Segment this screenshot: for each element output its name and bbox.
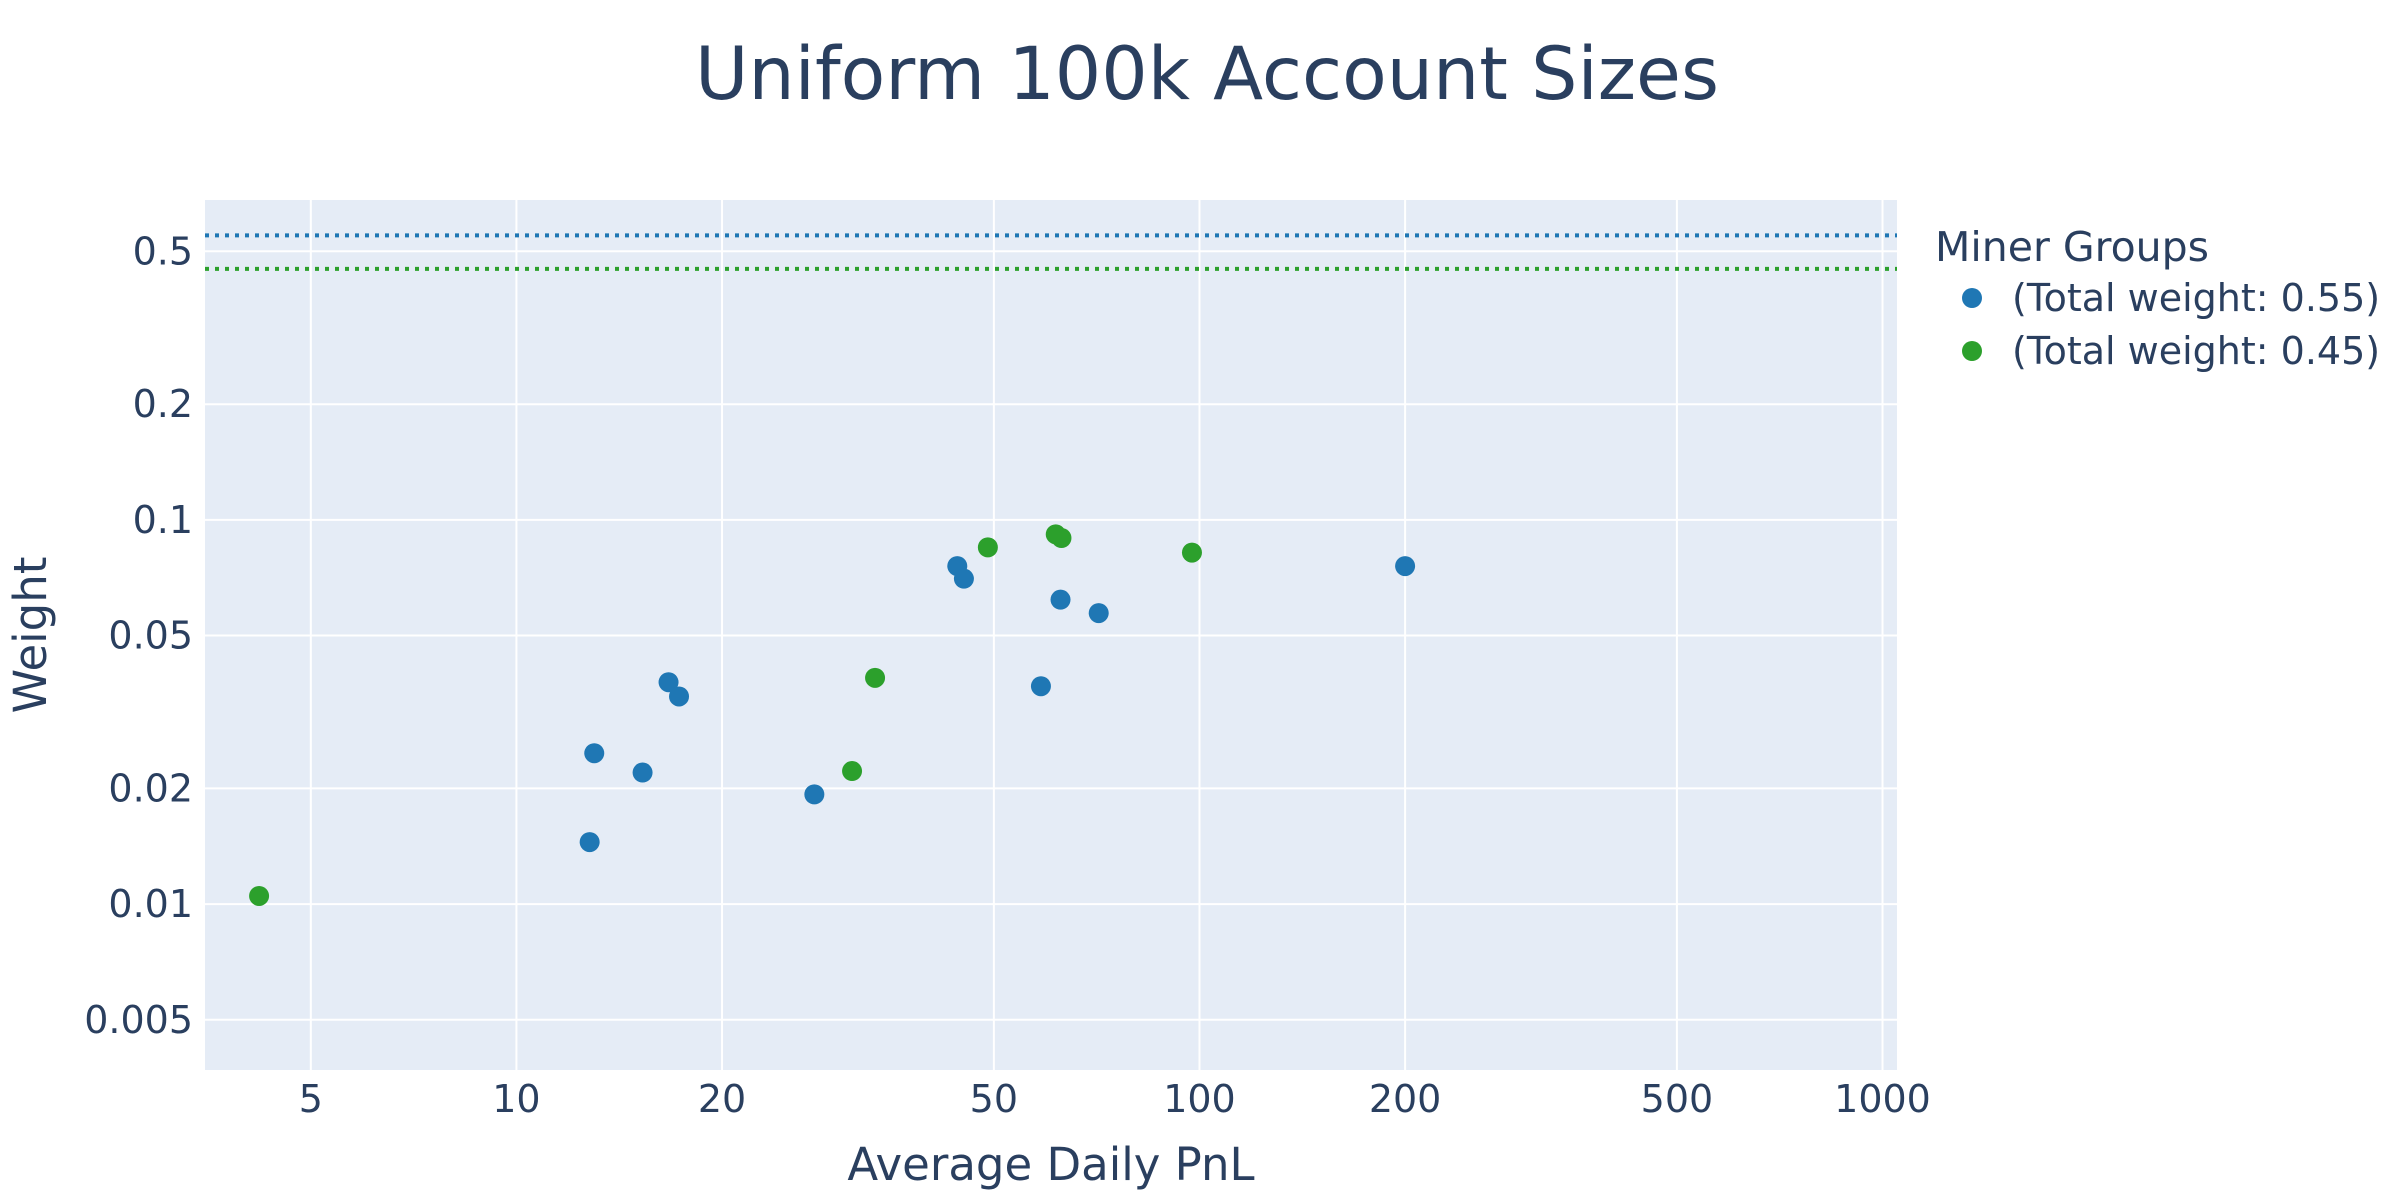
x-tick-label: 5 [299, 1077, 323, 1121]
y-tick-label: 0.01 [108, 882, 193, 926]
y-tick-label: 0.05 [108, 614, 193, 658]
scatter-point [579, 832, 600, 853]
legend-marker [1962, 288, 1982, 308]
scatter-point [584, 743, 605, 764]
legend-items: (Total weight: 0.55) (Total weight: 0.45) [1962, 276, 2380, 373]
y-tick-label: 0.5 [133, 229, 193, 273]
scatter-point [953, 568, 974, 589]
x-axis-title: Average Daily PnL [847, 1138, 1254, 1191]
y-tick-label: 0.1 [133, 498, 193, 542]
data-points [249, 524, 1416, 906]
legend-title: Miner Groups [1935, 223, 2209, 271]
grid-lines [205, 200, 1897, 1070]
legend-label: (Total weight: 0.55) [2012, 276, 2380, 320]
reference-lines [205, 233, 1897, 271]
chart-title: Uniform 100k Account Sizes [695, 32, 1719, 117]
x-axis-ticks: 5 10 20 50 100 200 500 1000 [299, 1077, 1931, 1121]
legend-label: (Total weight: 0.45) [2012, 329, 2380, 373]
y-axis-ticks: 0.005 0.01 0.02 0.05 0.1 0.2 0.5 [84, 229, 193, 1041]
y-tick-label: 0.005 [84, 998, 193, 1042]
x-tick-label: 50 [970, 1077, 1018, 1121]
x-tick-label: 1000 [1834, 1077, 1931, 1121]
scatter-point [1051, 528, 1072, 549]
scatter-point [865, 667, 886, 688]
scatter-point [1395, 556, 1416, 577]
legend-marker [1962, 341, 1982, 361]
legend: Miner Groups (Total weight: 0.55)(Total … [1935, 223, 2380, 373]
scatter-point [1030, 676, 1051, 697]
x-tick-label: 100 [1163, 1077, 1236, 1121]
x-tick-label: 200 [1369, 1077, 1442, 1121]
scatter-point [842, 761, 863, 782]
x-tick-label: 20 [698, 1077, 746, 1121]
x-tick-label: 500 [1641, 1077, 1714, 1121]
x-tick-label: 10 [492, 1077, 540, 1121]
scatter-point [1050, 589, 1071, 610]
scatter-point [977, 537, 998, 558]
y-axis-title: Weight [4, 557, 57, 714]
scatter-point [1088, 603, 1109, 624]
scatter-point [632, 762, 653, 783]
scatter-point [249, 885, 270, 906]
y-tick-label: 0.2 [133, 382, 193, 426]
scatter-point [1181, 542, 1202, 563]
y-tick-label: 0.02 [108, 766, 193, 810]
scatter-point [804, 784, 825, 805]
scatter-point [658, 672, 679, 693]
scatter-point [669, 686, 690, 707]
